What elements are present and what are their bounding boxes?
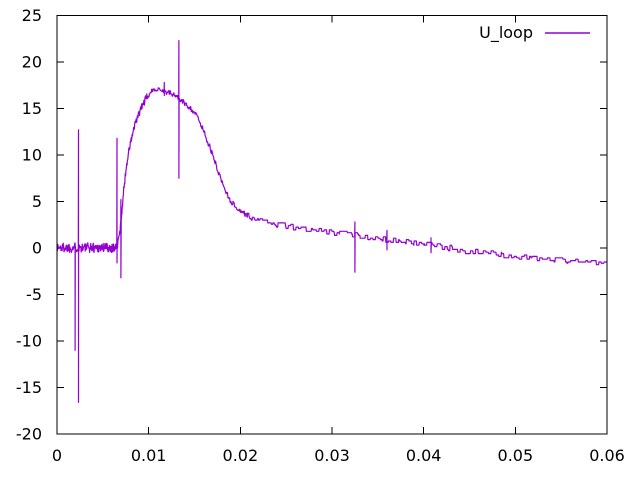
x-tick-label: 0.02 — [223, 446, 259, 465]
x-tick-label: 0 — [52, 446, 62, 465]
y-tick-label: 25 — [22, 6, 42, 25]
y-tick-label: -15 — [16, 378, 42, 397]
x-tick-label: 0.01 — [131, 446, 167, 465]
series-line-u-loop — [56, 40, 608, 403]
y-tick-label: 10 — [22, 146, 42, 165]
legend: U_loop — [479, 23, 590, 43]
y-tick-label: 5 — [32, 192, 42, 211]
y-tick-label: 20 — [22, 53, 42, 72]
y-tick-label: -10 — [16, 332, 42, 351]
plot-border — [56, 15, 608, 435]
x-tick-label: 0.05 — [498, 446, 534, 465]
x-tick-label: 0.04 — [406, 446, 442, 465]
axis-tick-labels: 0 0.01 0.02 0.03 0.04 0.05 0.06 -20 -15 -10 -5 0 5 10… — [16, 6, 625, 465]
plot-area — [57, 15, 607, 434]
y-tick-label: 15 — [22, 99, 42, 118]
y-tick-label: 0 — [32, 239, 42, 258]
y-tick-label: -5 — [26, 285, 42, 304]
legend-label: U_loop — [479, 23, 533, 43]
x-tick-label: 0.03 — [314, 446, 350, 465]
y-tick-label: -20 — [16, 425, 42, 444]
x-tick-label: 0.06 — [589, 446, 625, 465]
